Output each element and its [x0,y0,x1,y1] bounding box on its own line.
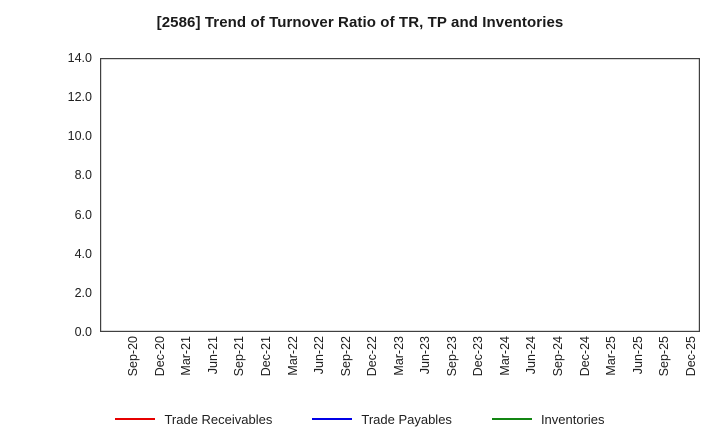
legend-label: Trade Payables [361,411,452,427]
legend-item[interactable]: Inventories [491,411,605,427]
x-axis-tick-label: Jun-24 [524,336,539,375]
x-axis-tick-label: Dec-21 [258,336,273,377]
x-axis-tick-label: Sep-23 [444,336,459,377]
legend-item[interactable]: Trade Payables [312,412,452,427]
y-axis-tick-label: 0.0 [74,325,92,339]
x-axis-tick-label: Dec-24 [577,336,592,377]
plot-svg [100,58,700,332]
legend-line-icon [312,418,353,420]
y-axis-tick-label: 2.0 [74,285,92,300]
x-axis-tick-label: Jun-25 [630,336,645,375]
x-axis-tick-label: Sep-25 [657,336,672,377]
y-axis-tick-label: 8.0 [74,168,92,183]
x-axis-tick-label: Sep-21 [232,336,247,377]
x-axis-tick-label: Sep-24 [551,336,566,377]
x-axis-tick-label: Mar-22 [285,336,300,376]
x-axis-tick-label: Mar-24 [497,336,512,376]
x-axis-tick-label: Jun-21 [205,336,220,375]
x-axis-tick-label: Dec-22 [365,336,380,377]
y-axis-tick-label: 10.0 [67,129,92,144]
x-axis-tick-label: Sep-22 [338,336,353,377]
x-axis-tick-label: Jun-23 [418,336,433,375]
legend-label: Inventories [540,411,605,427]
chart-legend: Trade Receivables Trade Payables Inventori… [0,406,720,432]
x-axis-tick-label: Mar-23 [391,336,406,376]
y-axis-tick-label: 14.0 [67,51,92,65]
y-axis: 0.0 2.0 4.0 6.0 8.0 10.0 12.0 14.0 [40,51,92,339]
x-axis: Sep-20 Dec-20 Mar-21 Jun-21 Sep-21 Dec-21 Mar-… [100,336,700,402]
y-axis-tick-label: 12.0 [67,90,92,105]
plot-border [100,58,700,332]
plot-area [100,58,700,332]
y-axis-tick-label: 6.0 [74,207,92,222]
legend-item[interactable]: Trade Receivables [115,412,272,427]
x-axis-tick-label: Dec-25 [683,336,698,377]
page-title: [2586] Trend of Turnover Ratio of TR, TP… [156,14,564,31]
x-axis-tick-label: Mar-21 [179,336,194,376]
y-axis-tick-label: 4.0 [74,246,92,261]
x-axis-tick-label: Mar-25 [604,336,619,376]
x-axis-tick-label: Jun-22 [312,336,327,375]
x-axis-tick-label: Sep-20 [126,336,141,377]
legend-label: Trade Receivables [164,411,273,427]
x-axis-tick-label: Dec-23 [471,336,486,377]
legend-line-icon [115,418,156,420]
x-axis-tick-label: Dec-20 [152,336,167,377]
legend-line-icon [491,418,532,420]
